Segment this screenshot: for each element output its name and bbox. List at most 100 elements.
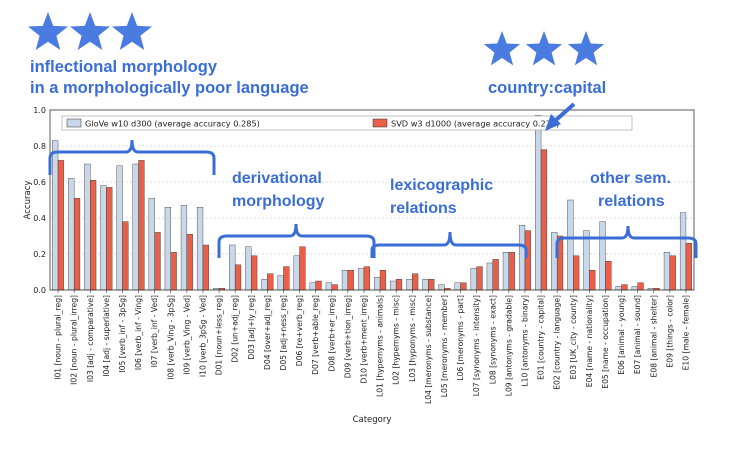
x-tick-label: I01 [noun - plural_reg]: [54, 295, 63, 380]
bars: [52, 115, 692, 291]
y-axis-label: Accuracy: [23, 181, 33, 220]
annotation-inflectional-line2: in a morphologically poor language: [30, 79, 309, 97]
x-axis-label: Category: [353, 415, 392, 425]
plot-frame: [49, 109, 695, 291]
legend: GloVe w10 d300 (average accuracy 0.285) …: [61, 115, 633, 131]
bar-svd: [315, 280, 322, 291]
bar-svd: [154, 232, 161, 291]
bar-svd: [460, 282, 467, 291]
bar-glove: [535, 115, 542, 291]
bar-svd: [540, 149, 548, 291]
x-tick-label: I02 [noun - plural_irreg]: [70, 295, 79, 385]
bar-svd: [186, 233, 193, 291]
bar-glove: [309, 282, 316, 291]
bar-glove: [357, 268, 365, 291]
bar-glove: [341, 270, 349, 291]
bar-glove: [277, 275, 284, 291]
star-icon: [70, 12, 110, 50]
bar-glove: [470, 268, 477, 291]
bar-glove: [132, 163, 139, 291]
y-tick-label: 0.2: [33, 250, 46, 259]
star-icon: [567, 31, 605, 66]
bar-svd: [379, 270, 387, 291]
bar-glove: [293, 255, 300, 291]
annotation-lexicographic-line1: lexicographic: [390, 177, 493, 194]
x-tick-label: L08 [synonyms - exact]: [488, 295, 497, 384]
bar-svd: [299, 246, 306, 291]
bar-glove: [438, 284, 445, 291]
bar-svd: [267, 273, 274, 291]
bar-svd: [492, 259, 499, 291]
bar-glove: [164, 206, 171, 291]
y-tick-label: 0.8: [33, 142, 46, 151]
bar-svd: [90, 179, 97, 291]
legend-label-glove: GloVe w10 d300 (average accuracy 0.285): [85, 119, 260, 129]
x-tick-label: E06 [animal - young]: [617, 295, 626, 375]
x-tick-label: L02 [hypernyms - misc]: [392, 295, 401, 385]
x-tick-label: L09 [antonyms - gradable]: [504, 295, 513, 396]
bar-glove: [599, 221, 606, 291]
x-tick-label: E03 [UK_city - county]: [569, 295, 578, 379]
star-icon: [525, 31, 563, 66]
x-tick-label: I06 [verb_inf - Ving]: [134, 295, 143, 370]
bar-glove: [390, 280, 397, 291]
annotation-other-line1: other sem.: [590, 170, 671, 187]
x-tick-label: D09 [verb+tion_irreg]: [343, 295, 352, 378]
bar-svd: [363, 266, 370, 291]
bar-glove: [567, 199, 574, 291]
annotation-inflectional-line1: inflectional morphology: [30, 58, 218, 76]
x-tick-label: L01 [hypernyms - animals]: [376, 295, 385, 397]
x-tick-label: E02 [country - language]: [553, 295, 562, 390]
legend-swatch-glove: [66, 118, 82, 128]
bar-svd: [138, 160, 145, 291]
bar-glove: [52, 140, 59, 291]
star-icon: [483, 31, 521, 66]
x-tick-label: D04 [over+adj_reg]: [263, 295, 272, 370]
x-tick-label: E04 [name - nationality]: [585, 295, 594, 387]
x-ticks: I01 [noun - plural_reg] I02 [noun - plura…: [54, 290, 690, 404]
bar-svd: [685, 242, 692, 291]
bar-glove: [245, 246, 252, 291]
y-tick-label: 1.0: [33, 106, 46, 115]
bar-glove: [422, 279, 429, 291]
x-tick-label: D02 [un+adj_reg]: [231, 295, 240, 363]
stars-right-icon: [483, 31, 605, 66]
stars-left-icon: [28, 12, 152, 50]
bar-glove: [615, 286, 622, 291]
bar-glove: [502, 251, 510, 291]
bar-svd: [428, 279, 435, 291]
bar-glove: [325, 282, 332, 291]
bar-glove: [454, 282, 461, 291]
x-tick-label: D01 [noun+less_reg]: [215, 295, 224, 375]
bar-glove: [406, 279, 413, 291]
annotation-derivational-line2: morphology: [232, 193, 325, 210]
bar-svd: [202, 244, 209, 291]
bar-svd: [331, 284, 338, 291]
bar-svd: [234, 264, 242, 291]
legend-label-svd: SVD w3 d1000 (average accuracy 0.221): [391, 119, 559, 129]
annotation-country-capital: country:capital: [488, 79, 606, 97]
x-tick-label: E01 [country - capital]: [537, 295, 546, 380]
x-tick-label: D06 [re+verb_reg]: [295, 295, 304, 366]
bar-svd: [283, 266, 290, 291]
x-tick-label: E08 [animal - shelter]: [649, 295, 658, 377]
annotation-derivational-line1: derivational: [232, 170, 322, 187]
bar-glove: [486, 262, 493, 291]
bar-glove: [374, 277, 381, 291]
x-tick-label: D03 [adj+ly_reg]: [247, 295, 256, 360]
bar-glove: [100, 185, 107, 291]
legend-swatch-svd: [372, 118, 388, 128]
x-tick-label: D10 [verb+ment_irreg]: [359, 295, 368, 384]
x-tick-label: D05 [adj+ness_reg]: [279, 295, 288, 370]
bar-svd: [106, 187, 113, 291]
brace-other: [555, 225, 698, 258]
x-tick-label: L03 [hyponyms - misc]: [408, 295, 417, 382]
bar-svd: [589, 270, 596, 291]
bar-svd: [573, 255, 580, 291]
bar-glove: [229, 244, 236, 291]
bar-glove: [196, 206, 204, 291]
x-tick-label: E05 [name - occupation]: [601, 295, 610, 389]
x-tick-label: L04 [meronyms - substance]: [424, 295, 433, 404]
bar-svd: [347, 270, 354, 291]
